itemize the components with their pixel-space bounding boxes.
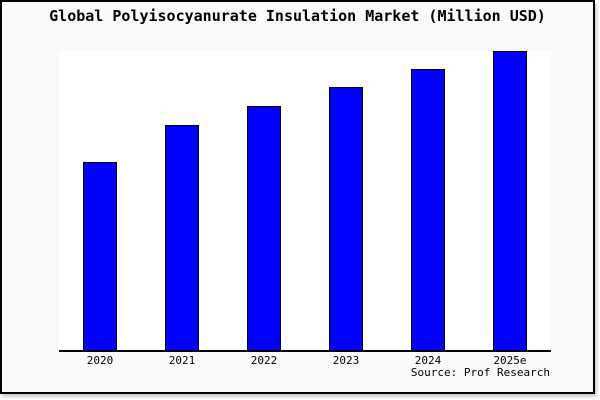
bar-slot-2024 [387, 50, 469, 350]
bar-slot-2021 [141, 50, 223, 350]
source-note: Source: Prof Research [410, 366, 550, 379]
plot-area [59, 50, 551, 352]
chart-figure: Global Polyisocyanurate Insulation Marke… [0, 0, 595, 394]
bar-2023 [329, 87, 363, 350]
x-tick-label-2024: 2024 [414, 354, 442, 367]
x-tick-label-2023: 2023 [332, 354, 360, 367]
x-tick-label-2025e: 2025e [493, 354, 527, 367]
bar-slot-2025e [469, 50, 551, 350]
x-axis-labels: 2020 2021 2022 2023 2024 2025e [59, 355, 551, 367]
x-tick-label-2022: 2022 [250, 354, 278, 367]
bar-2021 [165, 125, 199, 350]
bar-slot-2020 [59, 50, 141, 350]
bar-2022 [247, 106, 281, 350]
bar-slot-2023 [305, 50, 387, 350]
chart-title: Global Polyisocyanurate Insulation Marke… [49, 7, 546, 25]
x-tick-label-2020: 2020 [86, 354, 114, 367]
bar-slot-2022 [223, 50, 305, 350]
bar-2025e [493, 51, 527, 350]
bar-2024 [411, 69, 445, 350]
bar-2020 [83, 162, 117, 350]
x-tick-label-2021: 2021 [168, 354, 196, 367]
